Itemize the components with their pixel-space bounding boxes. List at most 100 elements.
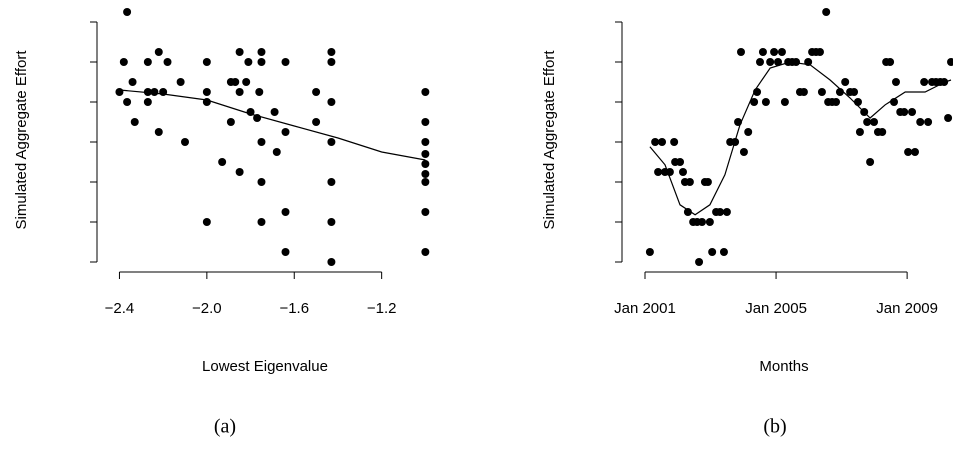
data-point — [421, 118, 430, 126]
data-point — [281, 248, 290, 256]
data-point — [698, 218, 707, 226]
data-point — [799, 88, 808, 96]
data-point — [421, 178, 430, 186]
data-point — [218, 158, 227, 166]
data-point — [703, 178, 712, 186]
data-point — [832, 98, 841, 106]
data-point — [817, 88, 826, 96]
x-tick-label: −1.6 — [279, 300, 309, 317]
data-point — [761, 98, 770, 106]
x-axis-label: Months — [759, 358, 808, 375]
x-tick-label: Jan 2009 — [876, 300, 938, 317]
data-point — [863, 118, 872, 126]
data-point — [944, 114, 953, 122]
data-point — [181, 138, 189, 146]
data-point — [255, 88, 264, 96]
data-point — [150, 88, 159, 96]
data-point — [327, 48, 336, 56]
x-tick-label: Jan 2005 — [745, 300, 807, 317]
data-point — [270, 108, 279, 116]
data-point — [327, 138, 336, 146]
data-point — [722, 208, 731, 216]
data-point — [850, 88, 859, 96]
data-point — [770, 48, 779, 56]
data-point — [736, 48, 745, 56]
data-point — [130, 118, 139, 126]
data-point — [774, 58, 783, 66]
data-point — [904, 148, 913, 156]
data-point — [853, 98, 862, 106]
data-point — [855, 128, 864, 136]
data-point — [176, 78, 185, 86]
data-point — [235, 88, 244, 96]
data-point — [878, 128, 887, 136]
data-point — [202, 58, 211, 66]
data-point — [226, 118, 235, 126]
data-point — [235, 168, 244, 176]
data-point — [154, 128, 163, 136]
data-point — [920, 78, 929, 86]
data-point — [695, 258, 704, 266]
data-point — [421, 138, 430, 146]
smooth-line — [119, 89, 426, 161]
data-point — [123, 98, 132, 106]
data-point — [654, 168, 663, 176]
data-point — [143, 98, 152, 106]
data-point — [257, 48, 266, 56]
data-point — [231, 78, 240, 86]
data-point — [327, 98, 336, 106]
data-point — [886, 58, 895, 66]
data-point — [312, 88, 321, 96]
data-point — [257, 218, 266, 226]
data-point — [119, 58, 128, 66]
data-point — [705, 218, 714, 226]
data-point — [708, 248, 717, 256]
panel-caption: (b) — [763, 416, 786, 438]
x-tick-label: −1.2 — [367, 300, 397, 317]
data-point — [683, 208, 692, 216]
data-point — [421, 170, 430, 178]
data-point — [756, 58, 765, 66]
data-point — [676, 158, 685, 166]
data-point — [900, 108, 909, 116]
data-point — [891, 78, 900, 86]
panel-caption: (a) — [214, 416, 236, 438]
data-point — [202, 88, 211, 96]
data-point — [822, 8, 831, 16]
data-point — [143, 88, 152, 96]
x-tick-label: −2.0 — [192, 300, 222, 317]
data-point — [242, 78, 251, 86]
data-point — [750, 98, 759, 106]
x-tick-label: Jan 2001 — [614, 300, 676, 317]
data-point — [870, 118, 879, 126]
data-point — [421, 160, 430, 168]
x-tick-label: −2.4 — [105, 300, 135, 317]
data-point — [235, 48, 244, 56]
data-point — [327, 178, 336, 186]
data-point — [281, 58, 290, 66]
data-point — [916, 118, 925, 126]
data-point — [312, 118, 321, 126]
data-point — [272, 148, 281, 156]
data-point — [658, 138, 667, 146]
data-point — [128, 78, 137, 86]
data-point — [924, 118, 933, 126]
data-point — [910, 148, 919, 156]
data-point — [327, 258, 336, 266]
data-point — [766, 58, 775, 66]
data-point — [758, 48, 767, 56]
data-point — [327, 218, 336, 226]
data-point — [244, 58, 253, 66]
data-point — [744, 128, 753, 136]
data-point — [327, 58, 336, 66]
data-point — [257, 138, 266, 146]
data-point — [670, 138, 679, 146]
data-point — [115, 88, 124, 96]
data-point — [645, 248, 654, 256]
data-point — [143, 58, 152, 66]
data-point — [154, 48, 163, 56]
data-point — [281, 208, 290, 216]
data-point — [866, 158, 875, 166]
data-point — [841, 78, 850, 86]
